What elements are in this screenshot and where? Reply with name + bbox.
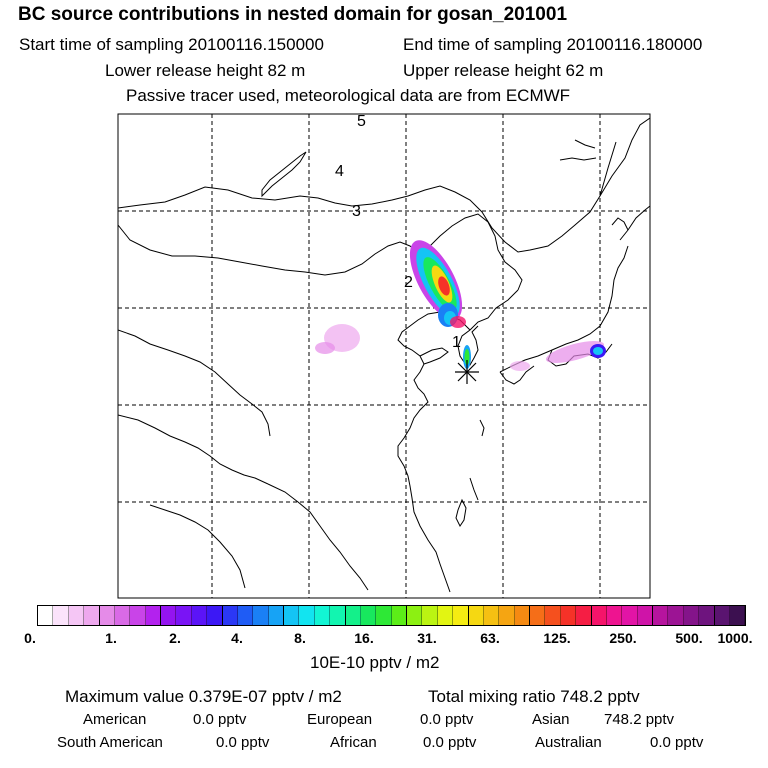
colorbar-unit: 10E-10 pptv / m2 (310, 653, 440, 672)
colorbar-label-0: 0. (24, 630, 36, 646)
region-name-american: American (83, 711, 147, 728)
colorbar-segment (422, 606, 438, 625)
region-name-south-american: South American (57, 734, 163, 751)
colorbar-segment (53, 606, 69, 625)
region-value-south-american: 0.0 pptv (216, 734, 270, 751)
receptor-star-icon (455, 360, 479, 384)
region-name-australian: Australian (535, 734, 602, 751)
colorbar-segment (360, 606, 377, 625)
plot-title: BC source contributions in nested domain… (18, 4, 568, 25)
colorbar-segment (376, 606, 392, 625)
colorbar-segment (222, 606, 238, 625)
colorbar-segment (176, 606, 192, 625)
upper-release-height-label: Upper release height 62 m (403, 61, 604, 80)
colorbar-label-2: 2. (169, 630, 181, 646)
colorbar-segment (729, 606, 746, 625)
region-name-asian: Asian (532, 711, 570, 728)
colorbar-segment (38, 606, 54, 625)
colorbar-segment (191, 606, 208, 625)
colorbar-label-1: 1. (105, 630, 117, 646)
colorbar-segment (161, 606, 177, 625)
lat-lon-grid (118, 114, 650, 598)
colorbar-segment (330, 606, 346, 625)
colorbar-segment (84, 606, 100, 625)
colorbar-segment (637, 606, 653, 625)
colorbar-segment (145, 606, 161, 625)
colorbar-segment (207, 606, 223, 625)
start-time-label: Start time of sampling 20100116.150000 (19, 35, 324, 54)
colorbar-label-7: 63. (480, 630, 500, 646)
region-value-australian: 0.0 pptv (650, 734, 704, 751)
day-marker-1: 1 (452, 334, 461, 351)
tracer-info-line: Passive tracer used, meteorological data… (126, 86, 571, 105)
colorbar-segment (514, 606, 530, 625)
colorbar-segment (299, 606, 315, 625)
colorbar-segment (268, 606, 284, 625)
colorbar-label-6: 31. (417, 630, 437, 646)
colorbar-segment (499, 606, 515, 625)
colorbar-segment (545, 606, 561, 625)
colorbar-segment (99, 606, 115, 625)
colorbar-label-4: 8. (294, 630, 306, 646)
colorbar-segment (683, 606, 700, 625)
region-value-african: 0.0 pptv (423, 734, 477, 751)
day-marker-5: 5 (357, 113, 366, 130)
colorbar-label-11: 1000. (717, 630, 753, 646)
day-marker-4: 4 (335, 163, 344, 180)
colorbar-segment (606, 606, 623, 625)
contribution-plume (315, 240, 606, 371)
colorbar-label-9: 250. (609, 630, 637, 646)
colorbar-segment (68, 606, 85, 625)
colorbar-segment (391, 606, 407, 625)
region-value-american: 0.0 pptv (193, 711, 247, 728)
colorbar-segment (653, 606, 669, 625)
region-value-asian: 748.2 pptv (604, 711, 675, 728)
colorbar-segment (345, 606, 361, 625)
colorbar-segment (253, 606, 269, 625)
colorbar-segment (714, 606, 730, 625)
region-name-african: African (330, 734, 377, 751)
colorbar-segment (530, 606, 546, 625)
colorbar-segment (668, 606, 684, 625)
colorbar-segment (237, 606, 254, 625)
map-frame (117, 113, 651, 599)
colorbar-segment (576, 606, 592, 625)
colorbar-segment (591, 606, 607, 625)
colorbar-segment (284, 606, 300, 625)
colorbar-label-5: 16. (354, 630, 374, 646)
colorbar (37, 605, 746, 626)
colorbar-segment (699, 606, 715, 625)
lower-release-height-label: Lower release height 82 m (105, 61, 306, 80)
maximum-value-label: Maximum value 0.379E-07 pptv / m2 (65, 687, 342, 706)
colorbar-segment (130, 606, 146, 625)
colorbar-segment (114, 606, 131, 625)
colorbar-segment (453, 606, 469, 625)
colorbar-segment (468, 606, 484, 625)
region-value-european: 0.0 pptv (420, 711, 474, 728)
colorbar-segment (314, 606, 331, 625)
colorbar-label-3: 4. (231, 630, 243, 646)
colorbar-segment (407, 606, 423, 625)
colorbar-segment (560, 606, 577, 625)
end-time-label: End time of sampling 20100116.180000 (403, 35, 703, 54)
colorbar-segment (437, 606, 454, 625)
colorbar-segment (622, 606, 638, 625)
colorbar-segment (483, 606, 500, 625)
colorbar-label-10: 500. (675, 630, 703, 646)
day-marker-3: 3 (352, 203, 361, 220)
total-mixing-ratio-label: Total mixing ratio 748.2 pptv (428, 687, 640, 706)
region-name-european: European (307, 711, 373, 728)
day-marker-2: 2 (404, 274, 413, 291)
colorbar-label-8: 125. (543, 630, 571, 646)
